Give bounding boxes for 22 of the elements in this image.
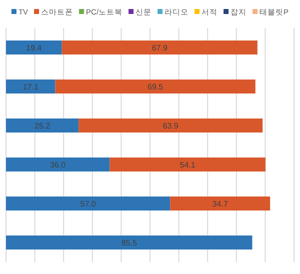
data-label: 17.1 <box>22 82 39 92</box>
data-label: 69.5 <box>148 82 164 92</box>
bar <box>6 80 56 94</box>
data-label: 19.4 <box>26 44 42 52</box>
bar <box>6 196 170 210</box>
data-label: 57.0 <box>80 200 96 208</box>
data-label: 34.7 <box>212 200 228 208</box>
bar <box>6 158 110 172</box>
data-label: 54.1 <box>180 160 196 170</box>
bar <box>62 40 258 54</box>
data-label: 67.9 <box>152 44 168 52</box>
bar <box>6 236 252 250</box>
bar <box>170 196 270 210</box>
bar <box>110 158 266 172</box>
bar <box>6 118 79 132</box>
data-label: 63.9 <box>162 122 179 130</box>
data-label: 85.5 <box>121 238 138 248</box>
data-label: 36.0 <box>50 160 66 170</box>
bar <box>6 40 62 54</box>
bar <box>55 80 256 94</box>
data-label: 25.2 <box>34 122 51 130</box>
bar <box>78 118 263 132</box>
